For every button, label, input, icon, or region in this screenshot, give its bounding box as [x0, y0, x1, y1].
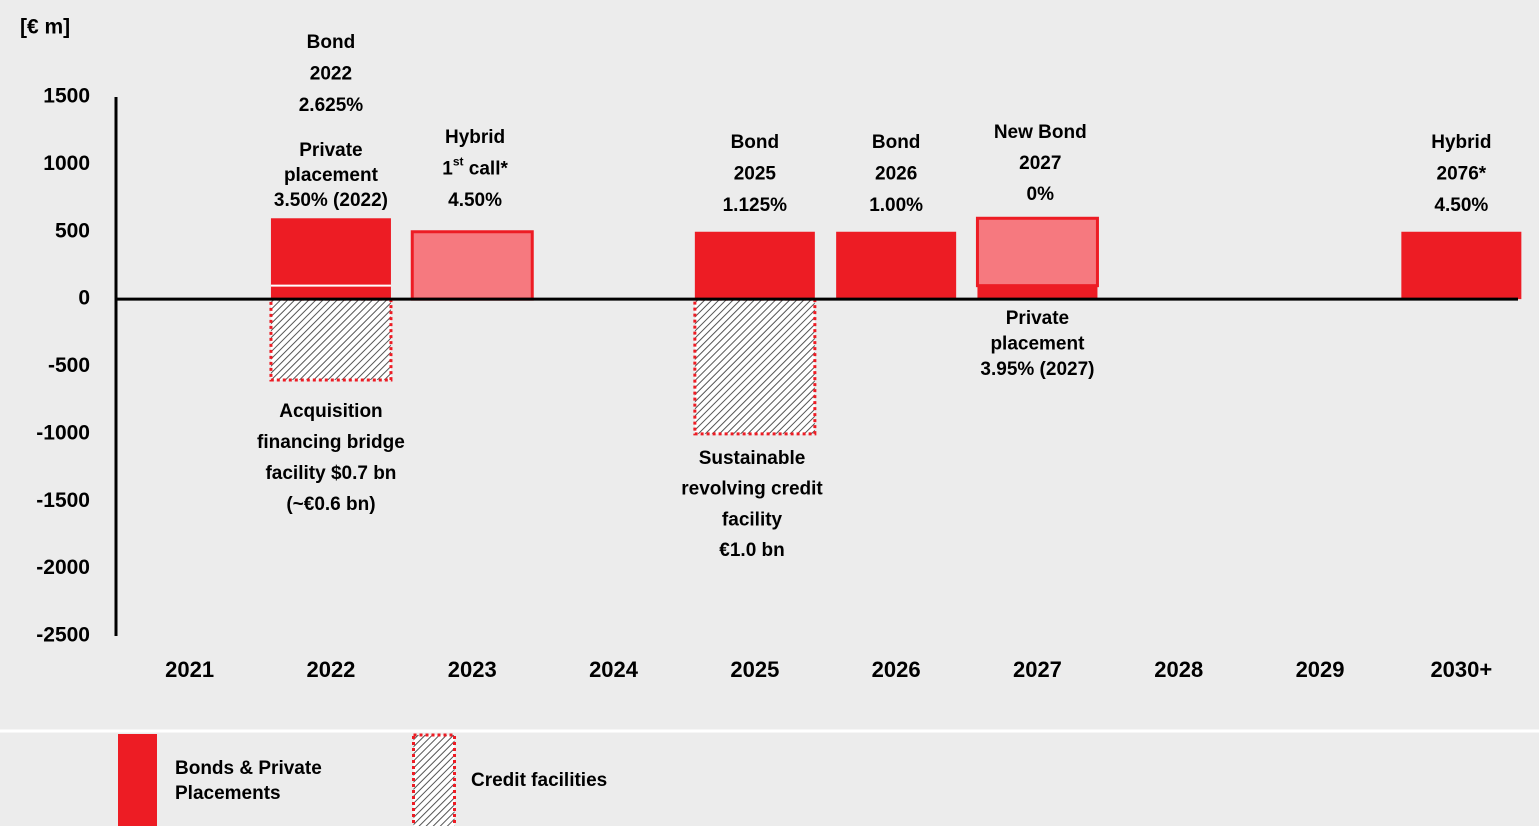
annotation: Bond [872, 132, 921, 153]
x-tick-label: 2025 [730, 657, 779, 682]
legend-swatch [412, 733, 456, 826]
annotation: Hybrid [1431, 132, 1491, 153]
annotation: 2027 [1019, 153, 1061, 174]
annotation: 4.50% [448, 190, 502, 211]
annotation: Hybrid [445, 127, 505, 148]
y-tick-label: 1500 [43, 85, 90, 108]
annotation: 2026 [875, 164, 917, 185]
bar [1401, 231, 1522, 300]
credit-facility-bar [269, 297, 393, 382]
annotation: €1.0 bn [719, 540, 784, 561]
annotation-part: st [453, 155, 464, 169]
annotation: Private [1006, 308, 1069, 329]
legend-label: Bonds & Private Placements [175, 758, 322, 804]
annotation: financing bridge [257, 432, 405, 453]
y-tick-label: -1500 [36, 489, 90, 512]
x-tick-label: 2023 [448, 657, 497, 682]
bar [410, 230, 534, 301]
annotation: Private [299, 140, 362, 161]
bar [694, 231, 815, 300]
y-tick-label: -2500 [36, 624, 90, 647]
bar [270, 285, 391, 300]
annotation: 1st call* [442, 155, 508, 180]
annotation-part: call* [464, 159, 509, 180]
bar [836, 231, 957, 300]
annotation: Acquisition [279, 401, 382, 422]
x-tick-label: 2028 [1154, 657, 1203, 682]
x-tick-label: 2022 [306, 657, 355, 682]
annotation: 1.125% [723, 195, 788, 216]
x-tick-label: 2030+ [1430, 657, 1492, 682]
annotation: 4.50% [1434, 195, 1488, 216]
bar [977, 285, 1098, 300]
y-tick-label: -2000 [36, 556, 90, 579]
annotation: 0% [1027, 184, 1055, 205]
x-tick-label: 2027 [1013, 657, 1062, 682]
annotation: Sustainable [699, 448, 806, 469]
annotation: 3.95% (2027) [980, 359, 1094, 380]
annotation: 2.625% [299, 95, 364, 116]
annotation: Bond [307, 32, 356, 53]
legend-label: Credit facilities [471, 770, 607, 791]
annotation: placement [284, 165, 379, 186]
x-tick-label: 2021 [165, 657, 214, 682]
annotation-part: 1 [442, 159, 453, 180]
y-tick-label: -500 [48, 354, 90, 377]
x-tick-label: 2029 [1296, 657, 1345, 682]
annotation: 1.00% [869, 195, 923, 216]
annotation: 2076* [1437, 164, 1487, 185]
annotation: revolving credit [681, 479, 823, 500]
legend-label-box: Bonds & Private Placements [175, 758, 322, 804]
bar [270, 218, 391, 286]
y-axis-label: [€ m] [20, 16, 70, 39]
credit-facility-bar [693, 297, 817, 436]
y-tick-label: 500 [55, 219, 90, 242]
y-tick-label: -1000 [36, 421, 90, 444]
annotation: 2022 [310, 64, 352, 85]
y-tick-label: 0 [78, 287, 90, 310]
annotation: facility [722, 509, 783, 530]
annotation: New Bond [994, 122, 1087, 143]
x-tick-label: 2026 [872, 657, 921, 682]
annotation: placement [990, 334, 1085, 355]
y-tick-label: 1000 [43, 152, 90, 175]
legend-swatch [118, 734, 157, 826]
annotation: 3.50% (2022) [274, 190, 388, 211]
annotation: 2025 [734, 164, 777, 185]
annotation: Bond [731, 132, 780, 153]
annotation: facility $0.7 bn [265, 463, 396, 484]
x-tick-label: 2024 [589, 657, 639, 682]
annotation: (~€0.6 bn) [286, 494, 375, 515]
bar [975, 216, 1099, 288]
